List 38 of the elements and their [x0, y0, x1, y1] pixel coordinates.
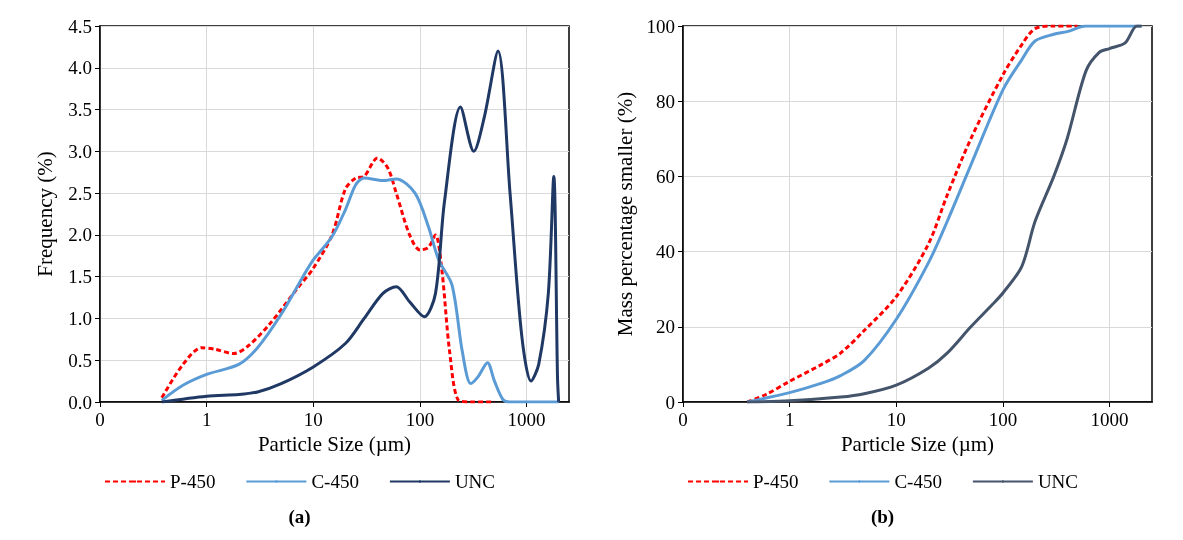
y-tick-label: 40: [656, 241, 675, 263]
x-tick-label: 1: [201, 409, 212, 430]
y-tick-label: 0.0: [68, 391, 92, 413]
x-axis-title: Particle Size (µm): [257, 432, 412, 457]
y-tick-label: 1.5: [68, 266, 92, 288]
x-tick-label: 10: [886, 409, 906, 430]
y-tick-label: 0: [665, 391, 675, 413]
legend-label: C-450: [311, 471, 359, 492]
y-tick-label: 80: [656, 90, 675, 112]
legend-label: C-450: [894, 471, 942, 492]
x-tick-label: 10: [303, 409, 323, 430]
x-tick-label: 100: [988, 409, 1018, 430]
y-tick-label: 60: [656, 165, 675, 187]
y-axis-title: Frequency (%): [32, 151, 57, 277]
text: (a): [288, 506, 311, 528]
x-tick-label: 0: [95, 409, 105, 430]
x-tick-label: 1000: [1090, 409, 1129, 430]
y-tick-label: 0.5: [68, 349, 92, 371]
y-tick-label: 3.5: [68, 99, 92, 121]
x-tick-label: 1: [784, 409, 795, 430]
y-tick-label: 2.0: [68, 224, 92, 246]
y-tick-label: 20: [656, 316, 675, 338]
y-tick-label: 2.5: [68, 182, 92, 204]
legend-label: P-450: [170, 471, 216, 492]
x-axis-title: Particle Size (µm): [840, 432, 995, 457]
y-tick-label: 4.5: [68, 15, 92, 37]
text: (b): [870, 506, 895, 528]
x-tick-label: 1000: [507, 409, 546, 430]
legend-label: UNC: [454, 471, 496, 492]
y-tick-label: 1.0: [68, 307, 92, 329]
x-tick-label: 0: [678, 409, 688, 430]
y-tick-label: 4.0: [68, 57, 92, 79]
y-tick-label: 3.0: [68, 140, 92, 162]
x-tick-label: 100: [405, 409, 435, 430]
legend-label: P-450: [753, 471, 799, 492]
y-axis-title: Mass percentage smaller (%): [613, 91, 638, 337]
y-tick-label: 100: [646, 15, 675, 37]
legend-label: UNC: [1037, 471, 1079, 492]
